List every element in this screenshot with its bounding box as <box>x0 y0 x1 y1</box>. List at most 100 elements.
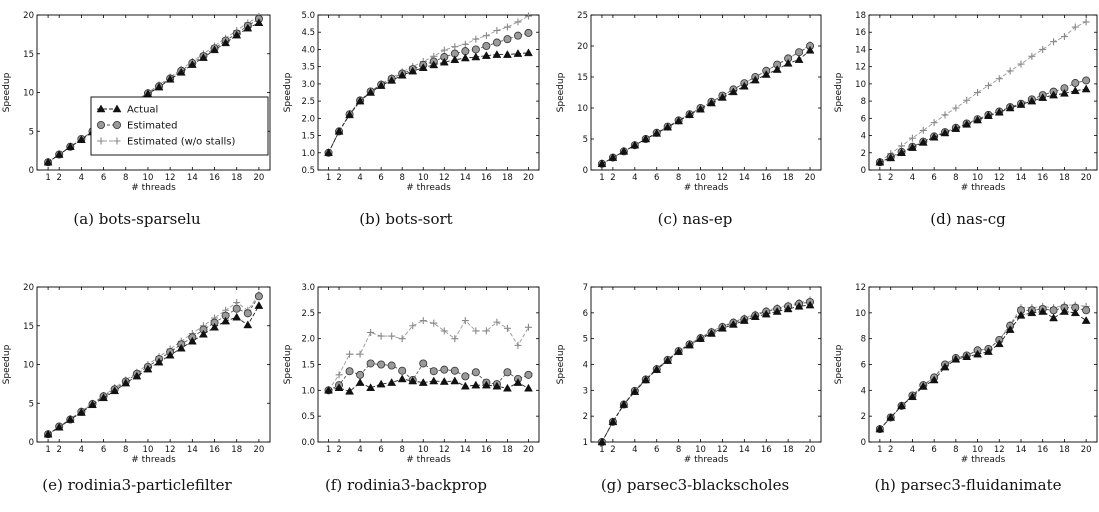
data-point-nostalls <box>367 328 375 336</box>
data-point-actual <box>110 386 120 395</box>
series-actual <box>324 374 533 395</box>
data-point-actual <box>232 30 242 39</box>
data-point-estimated <box>243 309 252 318</box>
data-point-actual <box>983 111 993 119</box>
data-point-actual <box>761 70 771 78</box>
data-point-estimated <box>524 370 533 379</box>
chart-panel-1: 0 5 10 15 20 1 2 4 6 8 10 12 14 16 18 20 # threads Speedu… <box>2 11 271 193</box>
x-tick-label: 1 <box>877 173 882 183</box>
y-tick-label: 4 <box>583 361 588 371</box>
legend-marker-nostalls <box>113 137 121 145</box>
y-tick-label: 4.0 <box>301 45 315 55</box>
data-point-estimated <box>366 359 375 368</box>
data-point-actual <box>176 343 186 352</box>
data-point-estimated <box>387 361 396 370</box>
data-point-actual <box>439 57 449 66</box>
data-point-actual <box>254 301 264 309</box>
data-point-actual <box>99 393 109 402</box>
x-tick-label: 8 <box>676 173 681 183</box>
legend-marker-nostalls <box>97 137 105 145</box>
data-point-actual <box>897 148 907 157</box>
data-point-actual <box>387 378 397 386</box>
panel-caption: (e) rodinia3-particlefilter <box>42 476 232 494</box>
y-tick-label: 5.0 <box>301 11 315 21</box>
series-line-estimated <box>601 301 811 443</box>
data-point-actual <box>1005 325 1015 333</box>
y-tick-label: 6 <box>861 114 866 124</box>
data-point-actual <box>1081 316 1091 324</box>
data-point-actual <box>674 116 684 125</box>
data-point-nostalls <box>984 82 992 90</box>
y-tick-label: 0 <box>583 166 588 176</box>
data-point-nostalls <box>1060 33 1068 41</box>
chart-panel-6: 0.0 0.5 1.0 1.5 2.0 2.5 3.0 1 2 4 6 8 10 12 14 16 18 20 # … <box>283 283 540 465</box>
x-tick-label: 8 <box>123 445 128 455</box>
x-tick-label: 6 <box>101 173 106 183</box>
x-tick-label: 1 <box>599 173 604 183</box>
data-point-actual <box>524 383 533 392</box>
x-tick-label: 4 <box>910 173 915 183</box>
y-tick-label: 8 <box>861 97 866 107</box>
data-point-actual <box>187 60 197 68</box>
series-actual <box>43 301 264 438</box>
series-actual <box>875 84 1091 166</box>
series-line-nostalls <box>328 319 529 391</box>
y-tick-label: 1 <box>583 438 588 448</box>
series-nostalls <box>325 317 532 394</box>
data-point-actual <box>907 143 917 151</box>
x-tick-label: 18 <box>783 445 794 455</box>
data-point-actual <box>418 63 428 71</box>
x-tick-label: 14 <box>739 173 750 183</box>
x-tick-label: 16 <box>209 173 220 183</box>
panel-caption: (b) bots-sort <box>359 210 453 228</box>
x-axis-label: # threads <box>406 183 451 193</box>
data-point-actual <box>429 60 439 69</box>
data-point-nostalls <box>377 332 385 340</box>
series-nostalls <box>876 18 1090 165</box>
x-axis-label: # threads <box>961 455 1006 465</box>
x-tick-label: 12 <box>717 173 728 183</box>
x-tick-label: 10 <box>695 445 706 455</box>
x-tick-label: 2 <box>336 173 341 183</box>
data-point-actual <box>973 115 983 124</box>
y-axis-label: Speedup <box>834 344 844 384</box>
y-tick-label: 2 <box>583 412 588 422</box>
data-point-actual <box>897 401 907 410</box>
data-point-actual <box>940 128 950 137</box>
x-tick-label: 18 <box>1059 445 1070 455</box>
y-tick-label: 2.0 <box>301 114 315 124</box>
data-point-actual <box>366 87 376 96</box>
x-tick-label: 12 <box>994 173 1005 183</box>
x-tick-label: 20 <box>805 173 816 183</box>
x-axis-label: # threads <box>961 183 1006 193</box>
y-tick-label: 5 <box>583 135 588 145</box>
series-line-actual <box>47 305 260 435</box>
x-axis-label: # threads <box>131 455 176 465</box>
y-tick-label: 6 <box>861 361 866 371</box>
x-tick-label: 18 <box>231 445 242 455</box>
data-point-actual <box>772 65 782 73</box>
data-point-nostalls <box>472 327 480 335</box>
data-point-actual <box>502 50 512 58</box>
y-tick-label: 18 <box>855 11 866 21</box>
data-point-actual <box>685 110 695 119</box>
data-point-estimated <box>513 31 522 40</box>
data-point-actual <box>1059 88 1069 97</box>
x-tick-label: 20 <box>253 445 264 455</box>
x-tick-label: 12 <box>165 173 176 183</box>
data-point-estimated <box>461 372 470 381</box>
y-tick-label: 2.5 <box>301 309 315 319</box>
data-point-actual <box>345 110 355 119</box>
data-point-actual <box>324 385 333 394</box>
data-point-actual <box>492 50 502 58</box>
series-line-nostalls <box>328 15 529 153</box>
y-tick-label: 3 <box>583 386 588 396</box>
data-point-actual <box>165 74 175 83</box>
series-estimated <box>324 28 533 157</box>
y-tick-label: 5 <box>583 335 588 345</box>
x-tick-label: 2 <box>336 445 341 455</box>
y-axis-label: Speedup <box>2 72 12 112</box>
x-tick-label: 10 <box>143 445 154 455</box>
